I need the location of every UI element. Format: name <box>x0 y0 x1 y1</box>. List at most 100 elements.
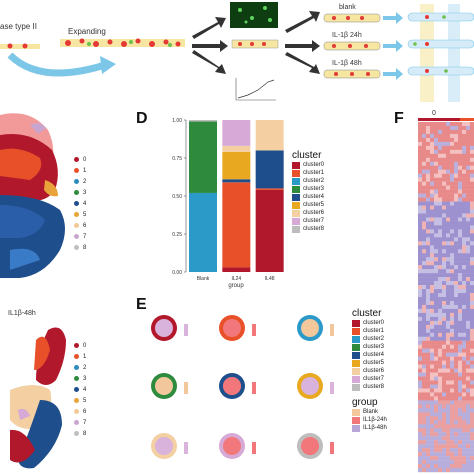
heatmap-cell <box>430 125 435 131</box>
heatmap-cell <box>422 360 427 365</box>
heatmap-cell <box>446 424 451 429</box>
heatmap-cell <box>466 149 471 155</box>
heatmap-cell <box>418 209 423 214</box>
legend-label: IL1β-48h <box>363 425 387 431</box>
heatmap-cell <box>454 122 459 127</box>
heatmap-cell <box>446 289 451 294</box>
heatmap-cell <box>426 189 431 194</box>
heatmap-cell <box>450 241 455 246</box>
heatmap-cell <box>442 332 447 337</box>
heatmap-cell <box>462 153 467 158</box>
donut-bar <box>330 324 334 336</box>
heatmap-cell <box>466 285 471 290</box>
heatmap-cell <box>422 205 427 210</box>
heatmap-cell <box>418 141 423 147</box>
heatmap-cell <box>422 253 427 258</box>
heatmap-cell <box>422 257 427 262</box>
heatmap-cell <box>426 304 431 310</box>
bar-segment-cluster0 <box>255 189 284 272</box>
heatmap-cell <box>426 205 431 210</box>
heatmap-cell <box>426 281 431 286</box>
heatmap-cell <box>422 404 427 409</box>
heatmap-cell <box>462 304 467 310</box>
heatmap-cell <box>470 360 474 365</box>
heatmap-cell <box>434 281 439 286</box>
heatmap-cell <box>422 392 427 397</box>
heatmap-cell <box>434 380 439 385</box>
heatmap-cell <box>434 285 439 290</box>
heatmap-cell <box>470 177 474 182</box>
heatmap-cell <box>438 241 443 246</box>
heatmap-cell <box>426 269 431 274</box>
heatmap-cell <box>438 245 443 250</box>
heatmap-cell <box>454 201 459 206</box>
heatmap-cell <box>470 277 474 282</box>
heatmap-cell <box>446 464 451 469</box>
heatmap-cell <box>450 336 455 341</box>
x-axis-label: group <box>228 283 244 289</box>
heatmap-cell <box>418 308 423 314</box>
heatmap-cell <box>450 392 455 397</box>
legend-item: cluster6 <box>292 209 324 217</box>
heatmap-cell <box>434 261 439 266</box>
donut-center <box>223 437 241 455</box>
heatmap-cell <box>446 468 451 473</box>
heatmap-cell <box>438 253 443 258</box>
heatmap-cell <box>466 125 471 131</box>
heatmap-cell <box>470 201 474 206</box>
legend-swatch <box>74 409 79 414</box>
heatmap-cell <box>446 213 451 218</box>
legend-item: Blank <box>352 408 387 416</box>
heatmap-cell <box>470 428 474 433</box>
heatmap-cell <box>462 392 467 397</box>
heatmap-cell <box>462 340 467 345</box>
heatmap-cell <box>442 122 447 127</box>
heatmap-cell <box>426 380 431 385</box>
heatmap-cell <box>438 189 443 194</box>
heatmap-cell <box>430 261 435 266</box>
heatmap-cell <box>434 229 439 234</box>
heatmap-cell <box>466 436 471 441</box>
heatmap-cell <box>434 141 439 147</box>
heatmap-cell <box>466 213 471 218</box>
heatmap-cell <box>446 293 451 298</box>
heatmap-cell <box>418 173 423 178</box>
heatmap-cell <box>434 225 439 230</box>
legend-swatch <box>74 420 79 425</box>
heatmap-cell <box>434 300 439 306</box>
heatmap-cell <box>446 432 451 437</box>
heatmap-cell <box>434 332 439 337</box>
heatmap-cell <box>418 229 423 234</box>
heatmap-cell <box>458 332 463 337</box>
heatmap-cell <box>446 336 451 341</box>
heatmap-cell <box>446 145 451 151</box>
heatmap-cell <box>422 241 427 246</box>
heatmap-cell <box>438 281 443 286</box>
heatmap-cell <box>466 257 471 262</box>
heatmap-cell <box>458 396 463 401</box>
heatmap-cell <box>446 157 451 162</box>
heatmap-cell <box>450 209 455 214</box>
heatmap-cell <box>446 233 451 238</box>
heatmap-cell <box>454 185 459 190</box>
heatmap-cell <box>442 133 447 139</box>
heatmap-cell <box>446 133 451 139</box>
heatmap-cell <box>434 324 439 330</box>
heatmap-cell <box>466 444 471 449</box>
heatmap-cell <box>438 364 443 369</box>
heatmap-cell <box>422 141 427 147</box>
heatmap-cell <box>462 173 467 178</box>
heatmap-cell <box>466 376 471 381</box>
heatmap-cell <box>462 456 467 461</box>
heatmap-cell <box>446 364 451 369</box>
heatmap-cell <box>430 145 435 151</box>
heatmap-cell <box>470 320 474 326</box>
heatmap-cell <box>430 316 435 322</box>
heatmap-cell <box>450 448 455 453</box>
heatmap-cell <box>454 245 459 250</box>
donut-bar <box>184 442 188 454</box>
heatmap-cell <box>438 344 443 349</box>
heatmap-cell <box>434 277 439 282</box>
heatmap-cell <box>418 320 423 326</box>
heatmap-cell <box>450 261 455 266</box>
